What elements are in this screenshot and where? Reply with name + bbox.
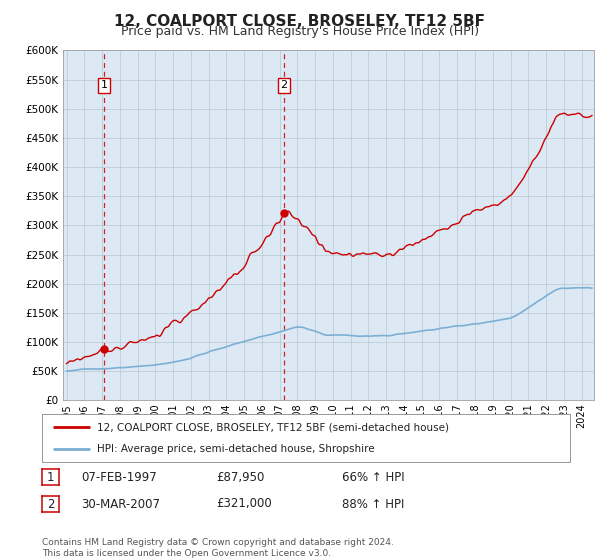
Text: Price paid vs. HM Land Registry's House Price Index (HPI): Price paid vs. HM Land Registry's House … xyxy=(121,25,479,38)
Text: £87,950: £87,950 xyxy=(216,470,265,484)
Text: £321,000: £321,000 xyxy=(216,497,272,511)
Text: 12, COALPORT CLOSE, BROSELEY, TF12 5BF (semi-detached house): 12, COALPORT CLOSE, BROSELEY, TF12 5BF (… xyxy=(97,422,449,432)
Text: 07-FEB-1997: 07-FEB-1997 xyxy=(81,470,157,484)
Text: 66% ↑ HPI: 66% ↑ HPI xyxy=(342,470,404,484)
Text: 30-MAR-2007: 30-MAR-2007 xyxy=(81,497,160,511)
Text: 1: 1 xyxy=(100,81,107,90)
Text: Contains HM Land Registry data © Crown copyright and database right 2024.
This d: Contains HM Land Registry data © Crown c… xyxy=(42,538,394,558)
Text: 88% ↑ HPI: 88% ↑ HPI xyxy=(342,497,404,511)
Text: 12, COALPORT CLOSE, BROSELEY, TF12 5BF: 12, COALPORT CLOSE, BROSELEY, TF12 5BF xyxy=(115,14,485,29)
Text: 2: 2 xyxy=(281,81,287,90)
Text: 2: 2 xyxy=(47,497,54,511)
Text: 1: 1 xyxy=(47,470,54,484)
Text: HPI: Average price, semi-detached house, Shropshire: HPI: Average price, semi-detached house,… xyxy=(97,444,375,454)
